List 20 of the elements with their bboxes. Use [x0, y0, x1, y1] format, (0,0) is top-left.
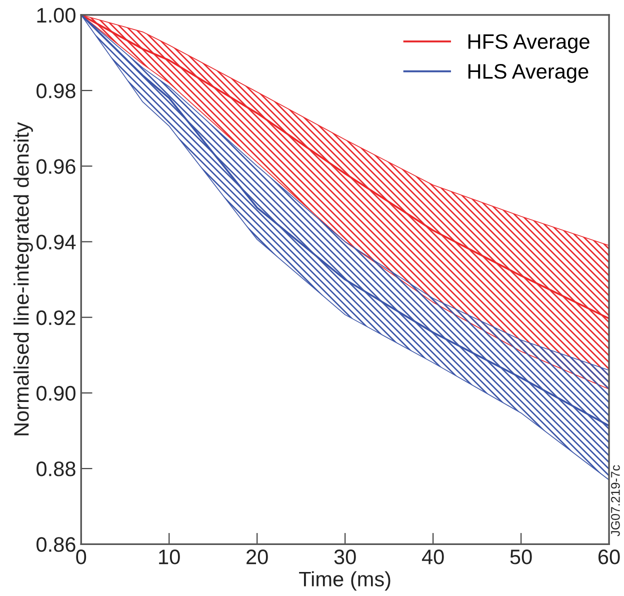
- y-tick-label: 0.96: [36, 159, 76, 174]
- x-tick-label: 60: [598, 550, 620, 564]
- x-tick-label: 30: [334, 550, 356, 564]
- y-tick-label: 0.88: [36, 462, 76, 476]
- x-axis-title: Time (ms): [299, 571, 390, 591]
- y-tick-label: 0.90: [36, 386, 76, 401]
- y-tick-label: 0.94: [36, 234, 76, 250]
- y-axis-title: Normalised line-integrated density: [14, 122, 33, 436]
- x-tick-label: 10: [159, 550, 180, 564]
- legend-label: HFS Average: [468, 34, 590, 54]
- x-tick-label: 20: [246, 550, 268, 564]
- y-tick-label: 0.92: [36, 310, 76, 326]
- x-tick-label: 40: [422, 550, 444, 564]
- x-tick-label: 0: [76, 550, 86, 564]
- y-tick-label: 1.00: [37, 8, 76, 23]
- y-tick-label: 0.86: [36, 537, 76, 552]
- legend-label: HLS Average: [468, 64, 588, 83]
- x-tick-label: 50: [510, 550, 532, 564]
- y-tick-label: 0.98: [36, 84, 76, 98]
- text: JG07.219-7c: [611, 465, 620, 536]
